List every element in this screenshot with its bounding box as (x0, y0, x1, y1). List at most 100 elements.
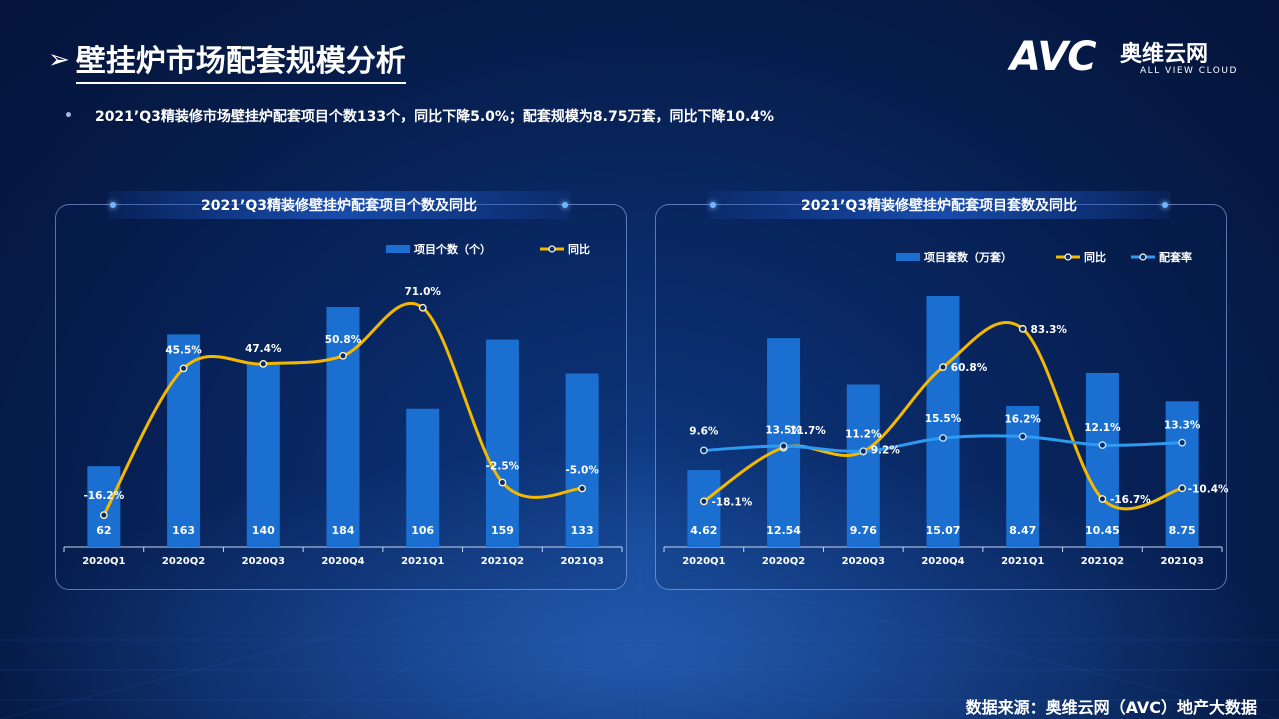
legend-entry: 同比 (568, 242, 590, 256)
bar (87, 466, 121, 547)
chart-title-units-text: 2021’Q3精装修壁挂炉配套项目套数及同比 (801, 198, 1077, 214)
series-point (578, 484, 587, 493)
chart-title-projects-text: 2021’Q3精装修壁挂炉配套项目个数及同比 (201, 198, 477, 214)
series-point-label: -16.2% (83, 490, 124, 502)
series-point (699, 497, 708, 506)
series-point-label: 45.5% (165, 344, 202, 356)
logo-en: ALL VIEW CLOUD (1140, 66, 1238, 76)
bar-value-label: 184 (332, 524, 355, 537)
series-point-label: 13.3% (1164, 420, 1201, 432)
x-tick-label: 2021Q1 (401, 556, 444, 567)
series-point-label: 11.7% (789, 425, 826, 437)
series-point-label: 11.2% (845, 429, 882, 441)
legend-swatch-bar (386, 245, 410, 253)
series-point-label: 9.2% (871, 444, 901, 456)
series-point-label: -2.5% (486, 461, 520, 473)
x-tick-label: 2020Q4 (921, 556, 964, 567)
summary-text: 2021’Q3精装修市场壁挂炉配套项目个数133个，同比下降5.0%；配套规模为… (94, 109, 775, 125)
bar-value-label: 10.45 (1085, 524, 1120, 537)
bar (246, 364, 280, 547)
bar (326, 307, 360, 547)
bar (406, 408, 440, 547)
bar-value-label: 15.07 (926, 524, 961, 537)
series-point-label: -5.0% (565, 464, 599, 476)
bullet-icon: • (64, 108, 73, 124)
legend-swatch-marker (1139, 253, 1147, 261)
bar-value-label: 159 (491, 524, 514, 537)
title-dot-left-icon (710, 202, 716, 208)
data-source: 数据来源：奥维云网（AVC）地产大数据 (965, 698, 1257, 717)
series-point (179, 364, 188, 373)
series-point-label: 15.5% (925, 413, 962, 425)
legend-entry: 配套率 (1159, 250, 1192, 264)
series-point-label: 60.8% (951, 362, 988, 374)
bar-value-label: 106 (411, 524, 434, 537)
series-point (259, 359, 268, 368)
series-point-label: -10.4% (1188, 483, 1229, 495)
bar-value-label: 140 (252, 524, 275, 537)
legend-entry: 项目套数（万套） (924, 250, 1012, 264)
series-point-label: 16.2% (1004, 414, 1041, 426)
series-point (99, 511, 108, 520)
legend-entry: 同比 (1084, 250, 1106, 264)
x-tick-label: 2020Q2 (162, 556, 205, 567)
logo-mark: AVC (1010, 34, 1097, 80)
page-title: ➢ 壁挂炉市场配套规模分析 (48, 36, 406, 84)
series-point (699, 446, 708, 455)
bar (565, 373, 599, 547)
series-point (939, 434, 947, 442)
title-dot-right-icon (1162, 202, 1168, 208)
title-arrow-icon: ➢ (48, 45, 70, 75)
logo-cn: 奥维云网 (1120, 42, 1209, 67)
bar-value-label: 12.54 (766, 524, 801, 537)
bar (687, 470, 721, 547)
bar-value-label: 9.76 (850, 524, 877, 537)
x-tick-label: 2020Q2 (762, 556, 805, 567)
legend-swatch-marker (1064, 253, 1072, 261)
bar-value-label: 163 (172, 524, 195, 537)
series-point (1018, 432, 1027, 441)
x-tick-label: 2020Q1 (82, 556, 125, 567)
series-point (1018, 324, 1027, 333)
bar-value-label: 4.62 (690, 524, 717, 537)
series-point (779, 442, 788, 450)
series-point-label: 50.8% (325, 334, 362, 346)
bar (1006, 405, 1040, 547)
series-point (859, 447, 868, 456)
bar (1085, 372, 1119, 547)
avc-logo: AVC 奥维云网 ALL VIEW CLOUD (1010, 34, 1250, 84)
series-point (939, 363, 947, 372)
bar-value-label: 62 (96, 524, 111, 537)
series-point (498, 478, 507, 487)
series-point (1178, 438, 1187, 447)
series-point-label: -16.7% (1110, 494, 1151, 506)
x-tick-label: 2021Q1 (1001, 556, 1044, 567)
series-point-label: -18.1% (711, 496, 752, 508)
x-tick-label: 2020Q4 (321, 556, 364, 567)
x-tick-label: 2021Q3 (560, 556, 603, 567)
page-title-text: 壁挂炉市场配套规模分析 (75, 36, 406, 84)
series-point (1098, 495, 1107, 503)
bar-value-label: 8.75 (1169, 524, 1196, 537)
series-point-label: 47.4% (245, 343, 282, 355)
title-dot-left-icon (110, 202, 116, 208)
series-point-label: 12.1% (1084, 422, 1121, 434)
x-tick-label: 2021Q2 (1081, 556, 1124, 567)
series-point-label: 9.6% (689, 425, 719, 437)
chart-title-units: 2021’Q3精装修壁挂炉配套项目套数及同比 (708, 191, 1170, 219)
series-point-label: 13.5% (765, 425, 802, 437)
bar-value-label: 133 (571, 524, 594, 537)
bar (926, 296, 960, 547)
series-point (1098, 441, 1107, 450)
series-point-label: 71.0% (404, 286, 441, 298)
series-point-label: 83.3% (1030, 324, 1067, 336)
legend-swatch-marker (548, 245, 556, 253)
x-tick-label: 2020Q1 (682, 556, 725, 567)
bar-value-label: 8.47 (1009, 524, 1036, 537)
legend-swatch-bar (896, 253, 920, 261)
bar (1165, 401, 1199, 547)
series-point (1178, 484, 1187, 493)
x-tick-label: 2020Q3 (242, 556, 285, 567)
